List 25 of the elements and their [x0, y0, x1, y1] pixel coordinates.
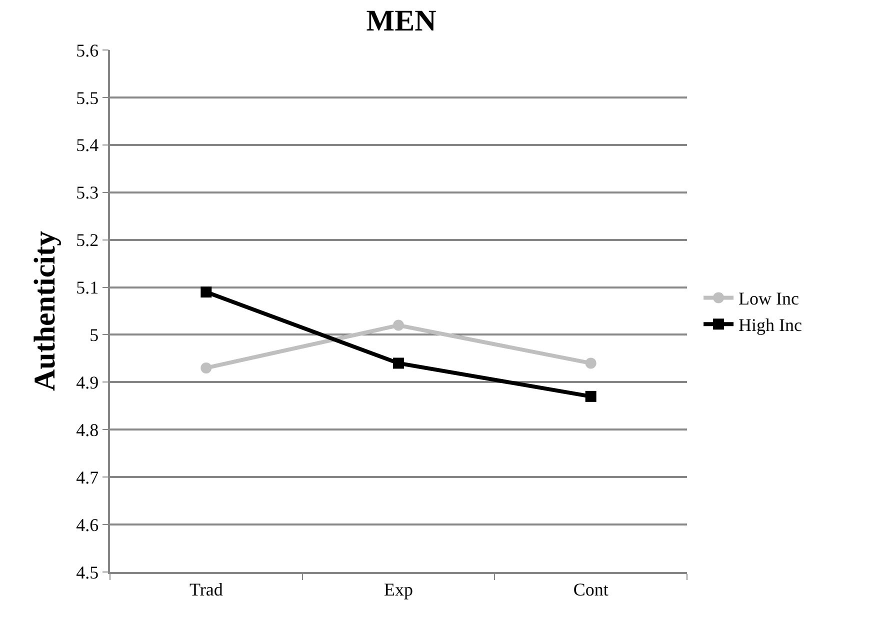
chart-title: MEN	[366, 4, 437, 38]
x-tick-label: Trad	[189, 579, 223, 600]
point	[393, 358, 404, 369]
y-tick-label: 4.9	[76, 372, 99, 392]
y-tick-label: 4.7	[76, 467, 99, 488]
y-tick-label: 5.6	[76, 40, 99, 60]
y-tick-label: 5.3	[76, 182, 99, 203]
point	[200, 286, 212, 298]
y-axis-title: Authenticity	[28, 231, 62, 391]
point	[393, 320, 404, 331]
legend-label: Low Inc	[738, 288, 800, 309]
y-tick-label: 4.6	[76, 514, 99, 535]
y-tick-label: 5.5	[76, 88, 99, 108]
point	[200, 362, 212, 374]
point	[585, 358, 596, 369]
y-tick-label: 4.8	[76, 420, 99, 440]
y-tick-label: 5.1	[76, 278, 99, 298]
y-tick-label: 5	[90, 325, 99, 346]
legend-label: High Inc	[738, 315, 802, 336]
y-tick-label: 5.4	[76, 135, 99, 156]
x-tick-label: Exp	[384, 579, 413, 600]
y-tick-label: 5.2	[76, 230, 99, 250]
y-tick-label: 4.5	[76, 562, 99, 582]
point	[585, 390, 596, 402]
x-tick-label: Cont	[573, 579, 608, 600]
